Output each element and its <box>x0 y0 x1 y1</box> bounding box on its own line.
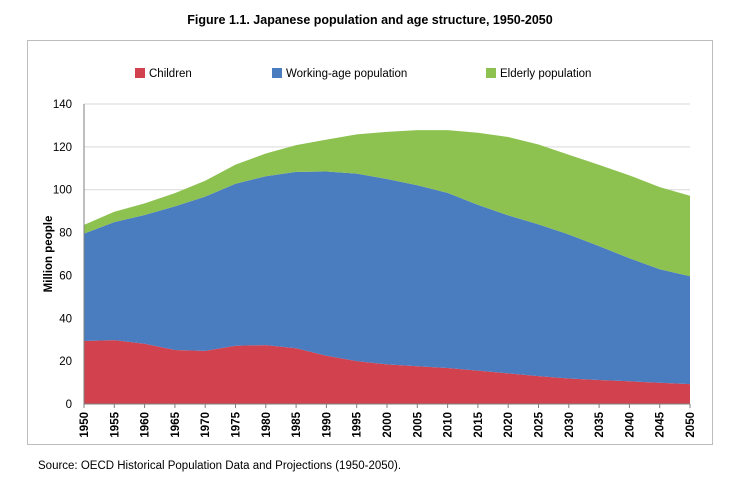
x-tick-label: 2015 <box>473 411 485 437</box>
y-tick-label: 40 <box>59 313 72 325</box>
x-tick-label: 2000 <box>382 412 394 438</box>
source-note: Source: OECD Historical Population Data … <box>38 460 402 472</box>
area-elderly-population <box>84 130 690 277</box>
x-tick-label: 1955 <box>109 411 121 437</box>
y-tick-label: 0 <box>66 399 72 411</box>
legend-label: Working-age population <box>286 68 407 80</box>
x-tick-label: 2010 <box>443 412 455 438</box>
x-tick-label: 1950 <box>79 412 91 438</box>
legend-label: Children <box>149 68 192 80</box>
x-tick-label: 2050 <box>685 412 697 438</box>
x-tick-label: 1960 <box>140 412 152 438</box>
legend-swatch <box>272 68 282 78</box>
x-tick-label: 2005 <box>412 411 424 437</box>
x-tick-label: 2030 <box>564 412 576 438</box>
legend-swatch <box>135 68 145 78</box>
y-axis-label: Million people <box>43 216 55 293</box>
chart-title: Figure 1.1. Japanese population and age … <box>187 13 553 27</box>
legend-swatch <box>486 68 496 78</box>
x-tick-label: 1965 <box>170 411 182 437</box>
x-tick-label: 1975 <box>231 411 243 437</box>
x-tick-label: 2040 <box>624 412 636 438</box>
y-tick-label: 20 <box>59 356 72 368</box>
x-tick-label: 1990 <box>321 412 333 438</box>
x-tick-label: 1980 <box>261 412 273 438</box>
x-tick-label: 2020 <box>503 412 515 438</box>
x-tick-label: 1985 <box>291 411 303 437</box>
legend-label: Elderly population <box>500 68 591 80</box>
y-tick-label: 120 <box>53 142 72 154</box>
x-tick-label: 2045 <box>655 411 667 437</box>
x-tick-label: 2035 <box>594 411 606 437</box>
x-tick-label: 1970 <box>200 412 212 438</box>
x-tick-label: 2025 <box>534 411 546 437</box>
y-tick-label: 80 <box>59 228 72 240</box>
area-children <box>84 340 690 404</box>
area-working-age-population <box>84 171 690 385</box>
x-tick-label: 1995 <box>352 411 364 437</box>
y-tick-label: 100 <box>53 185 72 197</box>
y-tick-label: 140 <box>53 99 72 111</box>
y-tick-label: 60 <box>59 270 72 282</box>
chart-frame <box>27 40 713 445</box>
